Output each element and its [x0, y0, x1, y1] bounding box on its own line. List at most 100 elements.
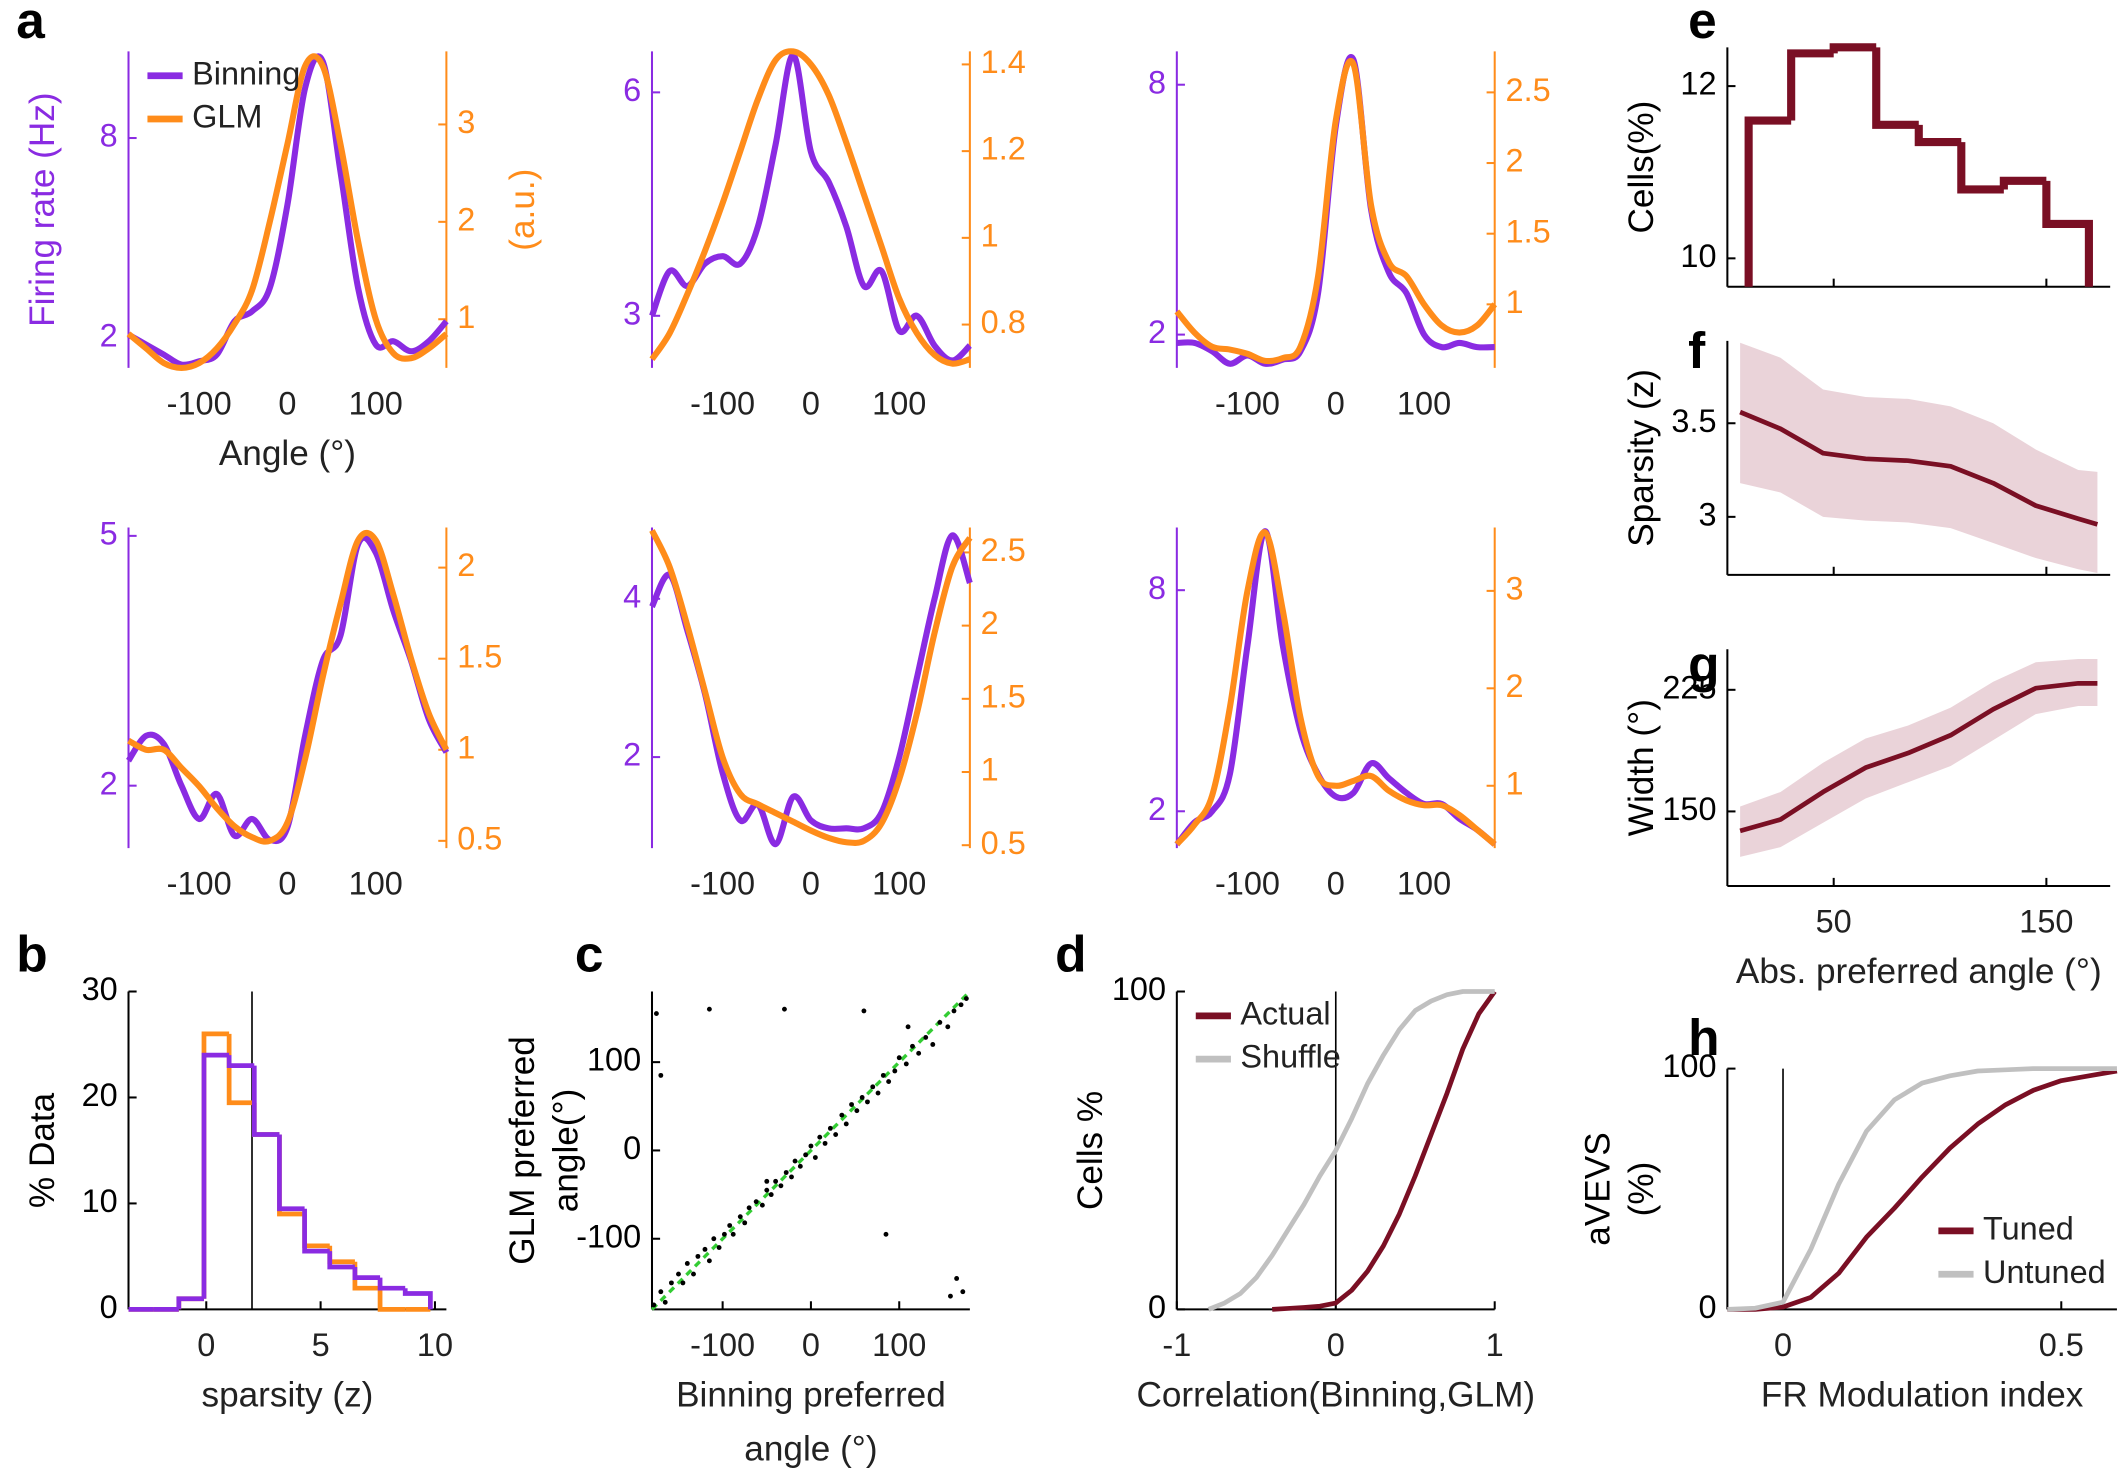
y-tick-label: 3.5: [1671, 403, 1716, 439]
point: [759, 1202, 765, 1208]
y2-tick-label: 1.5: [981, 678, 1026, 714]
point: [730, 1231, 736, 1237]
point: [945, 1024, 951, 1030]
y-tick-label: -100: [576, 1218, 641, 1254]
point: [721, 1231, 727, 1237]
point: [812, 1155, 818, 1160]
point: [892, 1068, 898, 1074]
point: [668, 1280, 674, 1286]
histogram-step: [352, 1267, 381, 1280]
x-tick-label: -100: [690, 1327, 755, 1363]
legend-label: GLM: [192, 99, 262, 135]
point: [727, 1223, 733, 1228]
legend-label: Untuned: [1983, 1254, 2106, 1290]
y-tick-label: 10: [1680, 238, 1716, 274]
panel-label: h: [1688, 1008, 1719, 1066]
line: [649, 529, 973, 846]
point: [923, 1034, 929, 1040]
line: [1739, 680, 2098, 834]
point: [797, 1163, 803, 1169]
line: [1174, 58, 1498, 365]
y-tick-label: 10: [82, 1183, 118, 1219]
y-tick-label: 3: [623, 295, 641, 331]
point: [653, 1011, 659, 1017]
x-tick-label: -100: [1215, 866, 1280, 902]
panel-label: a: [16, 0, 45, 49]
point: [896, 1055, 902, 1061]
y2-tick-label: 2: [1506, 143, 1524, 179]
x-tick-label: 10: [417, 1327, 453, 1363]
y-tick-label: 2: [1148, 791, 1166, 827]
x-tick-label: 0: [197, 1327, 215, 1363]
histogram-step: [402, 1288, 433, 1310]
line: [127, 53, 449, 368]
y-tick-label: 100: [1112, 971, 1166, 1007]
point: [937, 1019, 943, 1025]
point: [930, 1042, 936, 1047]
point: [817, 1134, 823, 1140]
point: [883, 1231, 889, 1237]
point: [702, 1246, 708, 1252]
y2-tick-label: 3: [1506, 570, 1524, 606]
x-tick-label: 100: [872, 385, 926, 421]
point: [651, 1302, 657, 1308]
point: [706, 1006, 712, 1012]
y-tick-label: 2: [100, 765, 118, 801]
x-tick-label: -1: [1162, 1327, 1191, 1363]
y2-tick-label: 2: [457, 547, 475, 583]
point: [658, 1072, 664, 1078]
point: [695, 1253, 701, 1259]
point: [833, 1132, 839, 1137]
histogram-step: [201, 1031, 230, 1299]
histogram-step: [277, 1134, 305, 1217]
x-axis-label: Correlation(Binning,GLM): [1136, 1376, 1535, 1415]
legend-label: Actual: [1240, 995, 1330, 1031]
band: [1740, 659, 2098, 857]
y-tick-label: 8: [1148, 570, 1166, 606]
point: [903, 1061, 909, 1067]
y-tick-label: 0: [623, 1130, 641, 1166]
y-axis-label: % Data: [23, 1092, 62, 1208]
y-tick-label: 8: [100, 118, 118, 154]
point: [746, 1205, 752, 1211]
histogram-step: [251, 1065, 280, 1137]
y-axis-label: GLM preferred: [503, 1036, 542, 1265]
point: [742, 1220, 748, 1226]
y-tick-label: 2: [623, 737, 641, 773]
histogram-step: [302, 1208, 330, 1254]
y2-tick-label: 3: [457, 104, 475, 140]
histogram-step: [377, 1288, 406, 1312]
y2-tick-label: 0.5: [457, 820, 502, 856]
histogram-step: [1787, 49, 1834, 121]
y-tick-label: 100: [587, 1042, 641, 1078]
histogram-step: [1744, 116, 1792, 287]
histogram-step: [1872, 47, 1919, 129]
x-tick-label: 100: [872, 866, 926, 902]
x-tick-label: -100: [690, 866, 755, 902]
point: [859, 1095, 865, 1100]
y2-tick-label: 1.2: [981, 131, 1026, 167]
x-tick-label: 0: [802, 866, 820, 902]
panel-label: b: [16, 924, 47, 982]
x-tick-label: -100: [690, 385, 755, 421]
point: [680, 1280, 686, 1286]
y-axis-label: Firing rate (Hz): [23, 92, 62, 326]
y-tick-label: 100: [1662, 1048, 1716, 1084]
histogram-step: [1829, 43, 1877, 54]
y2-tick-label: 1: [457, 729, 475, 765]
point: [789, 1174, 794, 1180]
x-axis-label: angle (°): [744, 1430, 877, 1469]
x-tick-label: 0: [1774, 1327, 1792, 1363]
y2-tick-label: 2: [981, 605, 999, 641]
y-axis-label: angle(°): [546, 1089, 585, 1213]
y2-tick-label: 1.5: [1506, 213, 1551, 249]
line: [1727, 1066, 2117, 1312]
panel-label: e: [1688, 0, 1717, 49]
histogram-step: [1957, 142, 2004, 194]
point: [662, 1299, 668, 1305]
point: [861, 1008, 867, 1014]
x-tick-label: 0: [1327, 385, 1345, 421]
histogram-step: [327, 1251, 355, 1270]
point: [658, 1289, 664, 1295]
point: [676, 1271, 681, 1277]
